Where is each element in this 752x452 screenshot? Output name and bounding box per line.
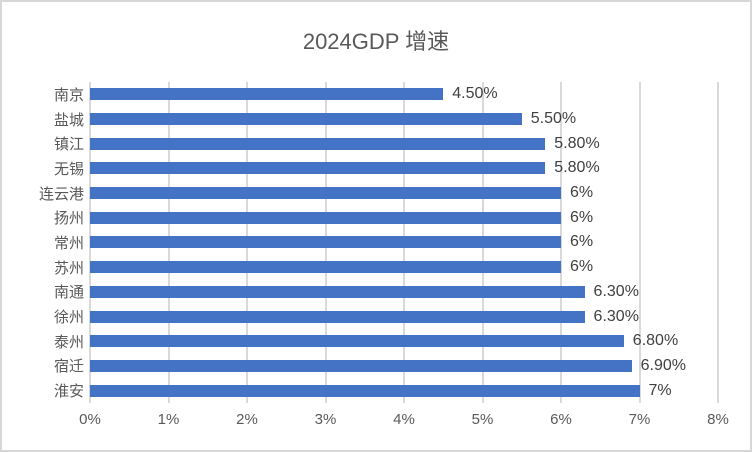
bar-row: 7% [90,378,718,403]
bar-row: 6% [90,230,718,255]
bar [90,211,561,224]
x-axis-tick-label: 0% [79,411,101,428]
bar [90,113,522,126]
gridline [560,82,562,403]
category-axis-label: 扬州 [53,210,84,228]
bar-row: 5.50% [90,107,718,132]
x-axis-tick-label: 8% [707,411,729,428]
bar [90,261,561,274]
x-axis-tick-label: 7% [628,411,651,428]
bar-value-label: 6% [570,233,594,251]
bar-row: 5.80% [90,131,718,156]
category-axis-label: 泰州 [53,333,84,351]
value-axis: 0% 1% 2% 3% 4% 5% 6% 7% 8% [79,411,729,433]
bar-value-label: 6% [570,208,594,226]
bar-value-label: 6.30% [593,282,639,300]
bar-row: 5.80% [90,156,718,181]
category-axis-label: 苏州 [53,259,84,277]
bar-value-label: 5.80% [554,134,600,152]
bar-row: 4.50% [90,82,718,107]
bar [90,359,632,372]
chart-title: 2024GDP 增速 [302,29,450,54]
bar-row: 6.80% [90,329,718,354]
x-axis-tick-label: 4% [393,411,415,428]
bar-row: 6.30% [90,304,718,329]
bar [90,285,585,298]
bar-row: 6% [90,255,718,280]
bar-row: 6% [90,181,718,206]
plot-area: 4.50% 5.50% 5.80% 5.80% 6% 6% 6% 6% 6.30% 6.30% 6.… [89,82,719,403]
category-axis-label: 徐州 [53,309,84,327]
category-axis-label: 无锡 [53,160,84,178]
category-axis-label: 宿迁 [53,358,84,376]
x-axis-tick-label: 6% [550,411,572,428]
bar [90,310,585,323]
bar [90,137,546,150]
gridline [717,82,719,403]
category-axis-label: 盐城 [53,111,84,129]
x-axis-tick-label: 2% [236,411,258,428]
bar [90,88,444,101]
category-axis-label: 南通 [53,284,84,302]
bar-value-label: 6.80% [632,332,679,350]
category-axis-label: 南京 [53,86,84,104]
bar [90,236,561,249]
bar-rows: 4.50% 5.50% 5.80% 5.80% 6% 6% 6% 6% 6.30% 6.30% 6.… [90,82,718,403]
bar-value-label: 6% [570,258,594,276]
x-axis-tick-label: 3% [314,411,337,428]
bar-value-label: 5.80% [554,159,600,177]
category-axis: 南京盐城镇江无锡连云港扬州常州苏州南通徐州泰州宿迁淮安 [4,82,84,403]
bar-value-label: 4.50% [452,85,498,103]
bar-value-label: 6% [570,184,594,202]
bar-row: 6.30% [90,280,718,305]
category-axis-label: 常州 [53,234,84,252]
bar [90,335,624,348]
bar [90,384,640,397]
category-axis-label: 镇江 [53,136,84,154]
gridline [638,82,641,403]
bar-row: 6.90% [90,354,718,379]
bar-value-label: 6.90% [640,356,687,374]
x-axis-tick-label: 5% [471,411,494,428]
bar-value-label: 5.50% [530,110,577,128]
bar-value-label: 7% [648,381,672,399]
x-axis-tick-label: 1% [157,411,180,428]
category-axis-label: 淮安 [53,383,84,401]
bar-row: 6% [90,205,718,230]
bar [90,187,561,200]
category-axis-label: 连云港 [38,185,84,203]
bar-value-label: 6.30% [593,307,639,325]
bar [90,162,546,175]
